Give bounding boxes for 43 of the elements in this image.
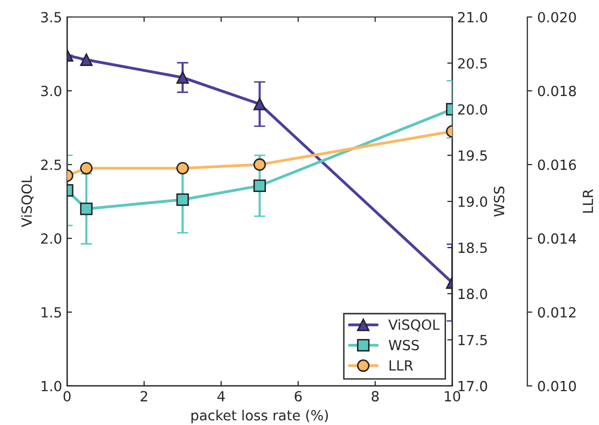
- point: [176, 162, 189, 174]
- y3-tick-label: 0.010: [538, 380, 576, 392]
- y2-tick-label: 20.5: [458, 58, 487, 69]
- y2-tick-label: 17.0: [458, 380, 488, 392]
- point: [80, 162, 93, 174]
- point: [253, 180, 266, 192]
- point: [253, 158, 266, 171]
- y2-tick-label: 21.0: [458, 12, 488, 22]
- x-tick-label: 4: [217, 391, 225, 402]
- y2-tick-label: 20.0: [458, 104, 488, 115]
- y2-tick-label: 17.5: [458, 334, 487, 346]
- point: [80, 202, 93, 216]
- y3-tick-label: 0.012: [538, 307, 576, 318]
- x-tick-label: 2: [140, 391, 148, 402]
- y3-tick-label: 0.020: [538, 12, 576, 22]
- x-axis-title: packet loss rate (%): [192, 410, 328, 424]
- y-tick-label: 1.0: [42, 380, 62, 392]
- y-tick-label: 2.0: [41, 233, 62, 244]
- legend-label: WSS: [388, 340, 419, 350]
- x-tick-label: 6: [294, 391, 302, 402]
- y2-tick-label: 19.0: [458, 196, 488, 207]
- y2-tick-label: 18.5: [458, 242, 487, 254]
- y-tick-label: 2.5: [41, 160, 62, 170]
- legend-label: LLR: [390, 360, 414, 371]
- y3-tick-label: 0.016: [538, 160, 576, 170]
- x-tick-label: 0: [64, 391, 71, 402]
- x-tick-label: 10: [444, 391, 460, 402]
- legend-label: ViSQOL: [388, 319, 440, 332]
- y-axis-title: ViSQOL: [21, 176, 34, 228]
- y3-axis-title: LLR: [582, 189, 593, 213]
- y2-axis-title: WSS: [494, 186, 504, 217]
- y-tick-label: 3.5: [41, 12, 62, 22]
- y2-tick-label: 18.0: [458, 288, 488, 300]
- y-tick-label: 1.5: [42, 307, 62, 318]
- y2-tick-label: 19.5: [458, 150, 487, 161]
- point: [176, 71, 189, 84]
- point: [80, 54, 93, 66]
- y3-tick-label: 0.014: [538, 233, 576, 244]
- y-tick-label: 3.0: [41, 86, 62, 96]
- point: [176, 193, 189, 206]
- x-tick-label: 8: [372, 391, 379, 402]
- point: [253, 98, 266, 110]
- y3-tick-label: 0.018: [538, 86, 576, 96]
